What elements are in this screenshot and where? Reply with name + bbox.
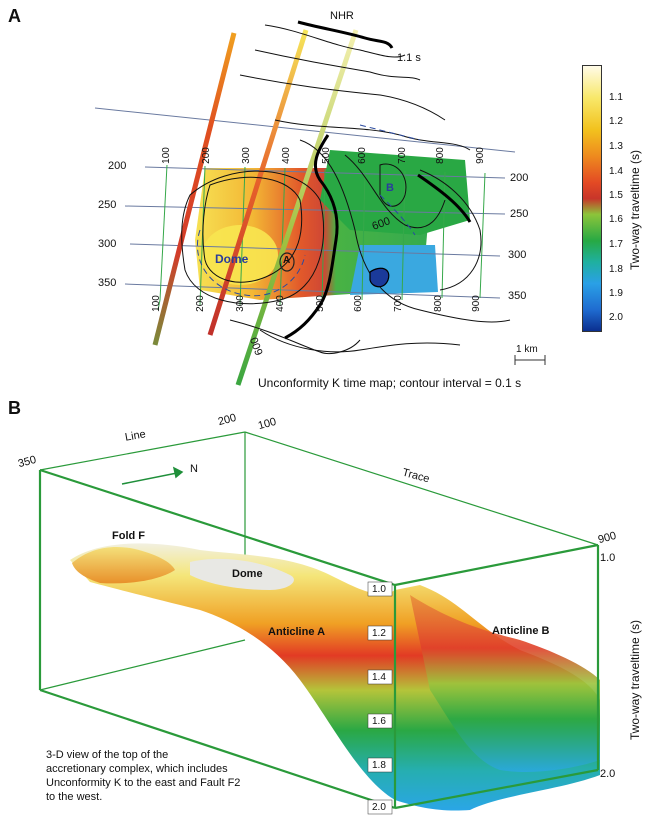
top-trace-tick: 300 [240,147,252,164]
box-front-edges [38,468,600,810]
colorbar-tick: 1.7 [609,239,623,250]
anticline-b-surface [410,595,600,772]
bottom-trace-tick: 400 [274,295,286,312]
colorbar-tick: 1.3 [609,141,623,152]
bottom-trace-tick: 800 [432,295,444,312]
right-line-tick: 350 [508,290,527,302]
bottom-trace-tick: 600 [352,295,364,312]
bottom-trace-tick: 100 [150,295,162,312]
time-tick: 1.0 [372,584,386,595]
3d-note: 3-D view of the top of the accretionary … [46,748,240,804]
top-trace-tick: 800 [434,147,446,164]
left-line-tick: 250 [98,199,117,211]
right-line-tick: 200 [510,172,529,184]
bottom-trace-tick: 700 [392,295,404,312]
fold-f-surface [72,546,175,584]
bottom-trace-tick: 900 [470,295,482,312]
scale-label: 1 km [516,344,538,355]
left-line-tick: 300 [98,238,117,250]
survey-line-2 [207,29,309,336]
bottom-trace-tick: 500 [314,295,326,312]
right-line-tick: 300 [508,249,527,261]
colorbar-tick: 1.5 [609,190,623,201]
dome-label-map: Dome [215,252,249,266]
anticline-a-label: Anticline A [268,626,326,638]
bottom-tick-marks [157,299,161,311]
left-line-tick: 350 [98,277,117,289]
time-tick: 1.2 [372,628,386,639]
time-tick: 1.4 [372,672,386,683]
top-trace-tick: 600 [356,147,368,164]
nhr-label: NHR [330,10,354,22]
bottom-trace-tick: 200 [194,295,206,312]
panel-b-letter: B [8,398,21,418]
unconformity-map [94,20,546,386]
colorbar-tick: 1.6 [609,214,623,225]
time-tick: 1.8 [372,760,386,771]
colorbar-tick: 1.8 [609,264,623,275]
time-tick: 2.0 [372,802,386,813]
dome-region [202,225,278,285]
dashed-contours [196,124,421,297]
survey-line-1 [152,32,237,346]
fault-lines [284,20,472,340]
colorbar-tick: 1.2 [609,116,623,127]
note-line: to the west. [46,791,103,803]
dome-label-3d: Dome [232,568,263,580]
colorbar-tick: 1.9 [609,288,623,299]
colorbar-tick: 2.0 [609,312,623,323]
note-line: Unconformity K to the east and Fault F2 [46,777,241,789]
survey-line-3 [235,29,359,386]
bottom-trace-tick: 300 [234,295,246,312]
top-trace-tick: 700 [396,147,408,164]
right-line-tick: 250 [510,208,529,220]
colorbar-title: Two-way traveltime (s) [628,149,642,270]
box-back-edges [39,431,599,691]
map-green-region [320,150,470,235]
colorbar-tick: 1.1 [609,92,623,103]
map-caption: Unconformity K time map; contour interva… [258,376,522,390]
fold-f-label: Fold F [112,530,145,542]
right-time-bottom: 2.0 [600,768,616,780]
time-tick: 1.6 [372,716,386,727]
top-trace-tick: 200 [200,147,212,164]
3d-axis-title: Two-way traveltime (s) [628,619,642,740]
dome-surface [190,558,294,590]
top-trace-tick: 400 [280,147,292,164]
note-line: 3-D view of the top of the [46,749,169,761]
note-line: accretionary complex, which includes [46,763,228,775]
scale-bar [514,355,546,365]
north-label: N [190,463,198,475]
left-line-tick: 200 [108,160,127,172]
a-label-map: A [283,255,291,266]
contour-label-1-1s: 1.1 s [397,52,421,64]
three-d-view [38,431,600,815]
colorbar-tick: 1.4 [609,166,623,177]
right-time-top: 1.0 [600,552,616,564]
depression-feature [369,267,390,288]
top-trace-tick: 900 [474,147,486,164]
top-trace-tick: 100 [160,147,172,164]
a-marker-ring [279,252,295,272]
anticline-b-label: Anticline B [492,625,550,637]
panel-a-letter: A [8,6,21,26]
top-trace-tick: 500 [320,147,332,164]
north-arrow [121,466,184,485]
colorbar [582,65,602,332]
b-label-map: B [386,182,394,194]
time-tick-boxes [367,581,393,815]
